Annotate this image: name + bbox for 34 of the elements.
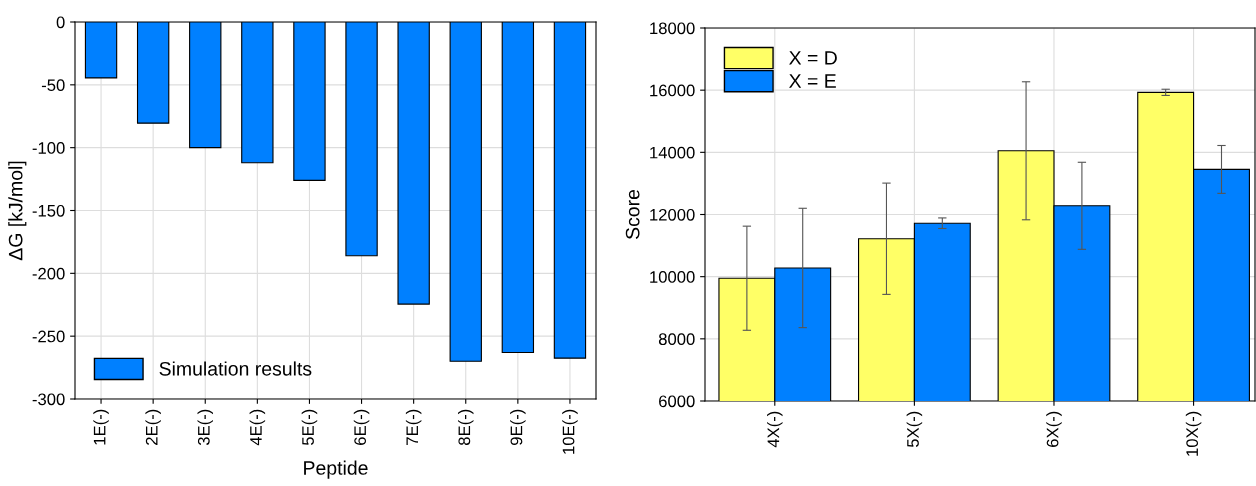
- x-tick-label: 6X(-): [1046, 411, 1062, 447]
- y-tick-label: -300: [32, 393, 65, 406]
- y-tick-label: 0: [56, 16, 65, 29]
- y-tick-label: -100: [32, 142, 65, 154]
- y-tick-label: 8000: [658, 333, 695, 346]
- x-tick-label: 8E(-): [457, 409, 474, 446]
- legend-label: Simulation results: [159, 361, 312, 376]
- x-tick-label: 1E(-): [93, 409, 109, 445]
- x-tick-label: 10X(-): [1185, 411, 1202, 456]
- y-tick-label: 18000: [650, 22, 695, 35]
- x-tick-label: 7E(-): [405, 409, 422, 445]
- x-tick-label: 4E(-): [249, 409, 266, 446]
- y-tick-label: 14000: [650, 146, 695, 159]
- x-tick-label: 5X(-): [906, 411, 923, 448]
- x-tick-label: 9E(-): [510, 409, 526, 445]
- x-axis-title: Peptide: [304, 460, 368, 479]
- legend-label: X = E: [789, 74, 836, 88]
- y-tick-label: 10000: [650, 271, 695, 283]
- y-tick-label: 6000: [659, 395, 695, 408]
- y-tick-label: 16000: [650, 84, 695, 97]
- y-tick-label: -50: [41, 79, 65, 92]
- y-axis-title: Score: [625, 189, 640, 240]
- y-tick-label: -150: [32, 204, 65, 217]
- x-tick-label: 6E(-): [353, 409, 370, 445]
- legend-label: X = D: [789, 51, 837, 65]
- y-axis-title: ΔG [kJ/mol]: [8, 161, 27, 261]
- x-tick-label: 3E(-): [197, 409, 214, 446]
- y-tick-label: -200: [32, 267, 65, 280]
- x-tick-label: 4X(-): [767, 411, 783, 448]
- x-tick-label: 5E(-): [301, 409, 318, 446]
- y-tick-label: -250: [32, 330, 65, 343]
- y-tick-label: 12000: [650, 208, 695, 221]
- x-tick-label: 10E(-): [562, 409, 578, 454]
- x-tick-label: 2E(-): [145, 409, 161, 445]
